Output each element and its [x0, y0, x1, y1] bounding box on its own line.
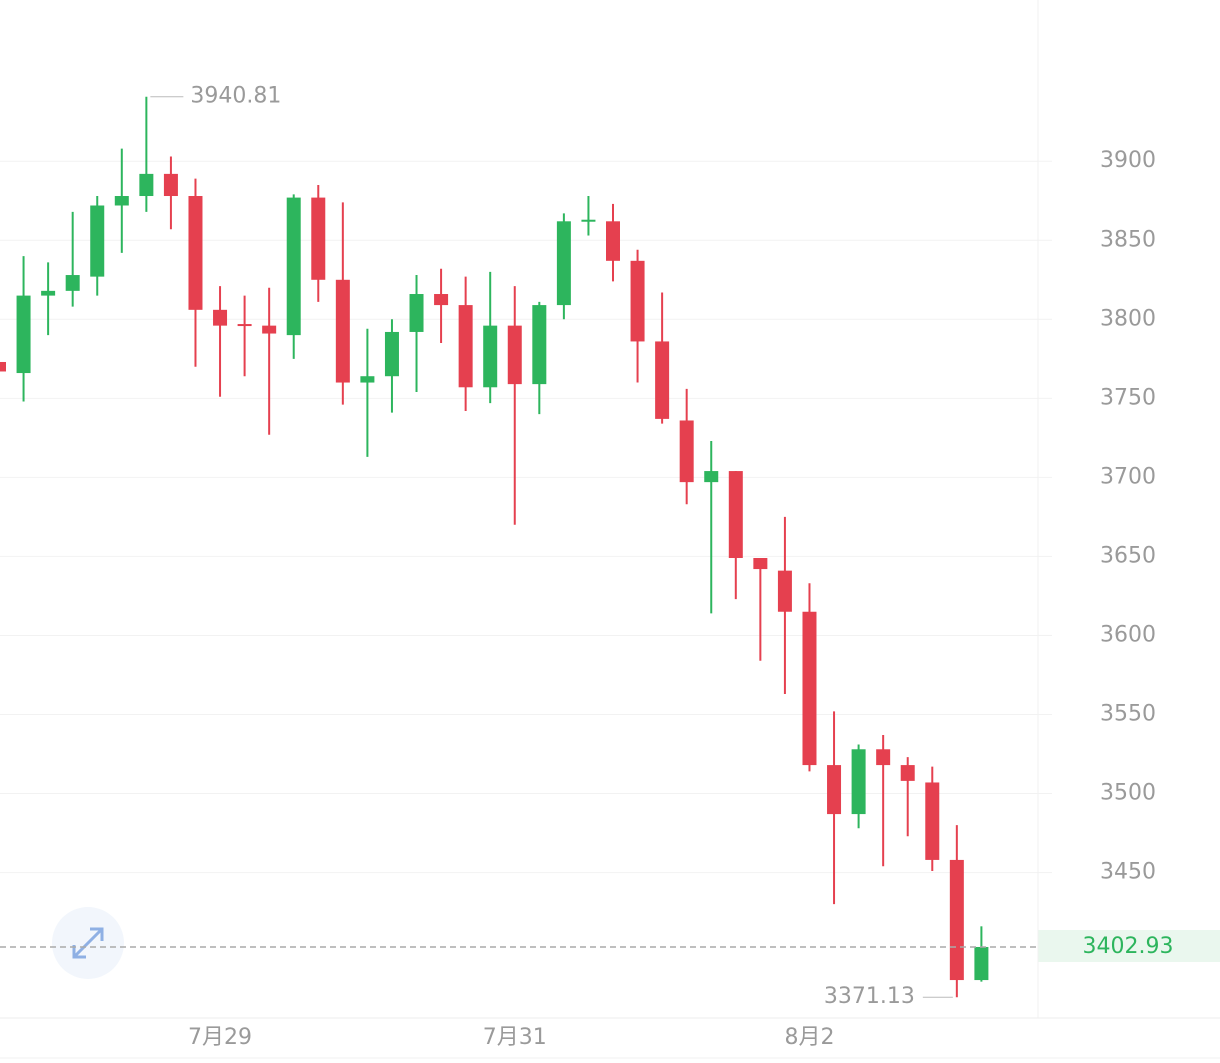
candle-body — [213, 309, 228, 326]
candle-body — [483, 325, 498, 388]
y-tick-label: 3500 — [1100, 781, 1156, 806]
candle-body — [90, 205, 105, 277]
y-tick-label: 3550 — [1100, 701, 1156, 726]
candle-body — [777, 570, 792, 612]
candle-body — [139, 173, 154, 197]
candle-body — [163, 173, 178, 197]
candle-body — [114, 196, 129, 206]
candle-body — [237, 324, 252, 327]
candle-body — [606, 221, 620, 261]
candle-body — [188, 196, 203, 310]
candle-body — [0, 361, 6, 372]
candles — [0, 96, 989, 998]
candle-body — [704, 471, 719, 483]
y-tick-label: 3600 — [1100, 622, 1156, 647]
candle-body — [974, 946, 989, 981]
candle-body — [409, 294, 424, 332]
y-tick-label: 3450 — [1100, 860, 1156, 885]
y-tick-label: 3800 — [1100, 306, 1156, 331]
candle-body — [65, 275, 80, 291]
x-tick-label: 8月2 — [784, 1025, 834, 1050]
max-label: 3940.81 — [190, 84, 281, 109]
candle-body — [507, 325, 522, 385]
grid — [0, 160, 1052, 874]
candle-body — [925, 782, 940, 860]
candle-body — [532, 305, 547, 385]
candle-body — [802, 611, 817, 766]
candle-body — [262, 325, 277, 334]
candle-body — [286, 197, 301, 336]
candle-body — [949, 859, 964, 981]
expand-button[interactable] — [52, 907, 124, 979]
candle-body — [728, 471, 743, 559]
candle-body — [41, 290, 56, 296]
y-tick-label: 3700 — [1100, 464, 1156, 489]
candle-body — [876, 749, 891, 766]
candle-body — [679, 420, 694, 483]
min-label: 3371.13 — [824, 984, 915, 1009]
candle-body — [384, 331, 399, 377]
y-tick-label: 3650 — [1100, 543, 1156, 568]
candle-body — [630, 260, 645, 342]
x-tick-label: 7月29 — [188, 1025, 252, 1050]
candle-body — [655, 341, 670, 419]
candle-body — [335, 279, 350, 383]
candle-body — [556, 221, 571, 306]
y-tick-label: 3750 — [1100, 385, 1156, 410]
candle-body — [827, 765, 842, 815]
candle-body — [851, 749, 866, 815]
candle-body — [753, 558, 768, 570]
candle-body — [458, 305, 473, 388]
candle-body — [900, 765, 915, 781]
candle-body — [311, 197, 326, 280]
y-tick-label: 3850 — [1100, 227, 1156, 252]
candle-body — [360, 376, 375, 383]
x-tick-label: 7月31 — [483, 1025, 547, 1050]
candle-body — [434, 294, 449, 306]
candle-body — [581, 219, 596, 222]
price-tag-bg — [1038, 930, 1220, 962]
y-tick-label: 3900 — [1100, 148, 1156, 173]
last-price-label: 3402.93 — [1083, 934, 1174, 959]
candle-body — [16, 295, 31, 374]
